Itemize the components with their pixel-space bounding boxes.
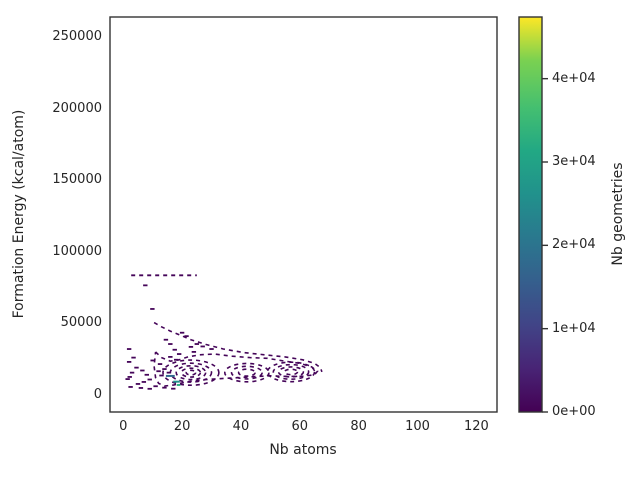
x-axis-tick-label: 100 xyxy=(405,419,430,434)
x-axis-label: Nb atoms xyxy=(269,442,337,458)
contour-ring-0-4 xyxy=(185,369,197,376)
y-axis-tick-label: 50000 xyxy=(60,315,102,331)
colorbar-gradient xyxy=(519,17,542,412)
colorbar-label: Nb geometries xyxy=(610,162,626,266)
contour-ring-1-0 xyxy=(223,362,270,383)
contour-ring-1-1 xyxy=(230,365,263,380)
axes-spines xyxy=(109,16,498,413)
contour-ring-2-2 xyxy=(277,366,305,378)
x-axis-tick-label: 20 xyxy=(173,419,191,434)
colorbar-tick-label: 2e+04 xyxy=(552,237,596,253)
y-axis-label: Formation Energy (kcal/atom) xyxy=(11,109,27,319)
y-axis-tick-label: 100000 xyxy=(52,243,102,259)
contour-ring-2-0 xyxy=(266,361,316,383)
contour-ring-0-0 xyxy=(162,359,220,387)
y-axis-tick-label: 0 xyxy=(93,386,102,402)
x-axis-tick-label: 120 xyxy=(463,419,489,434)
colorbar-tick-label: 4e+04 xyxy=(552,70,596,86)
y-axis-tick-label: 250000 xyxy=(52,29,102,45)
y-axis-tick-label: 150000 xyxy=(52,172,102,188)
colorbar-tick-label: 0e+00 xyxy=(552,404,596,419)
x-axis-tick-label: 0 xyxy=(119,419,128,434)
contour-ring-2-3 xyxy=(283,368,299,376)
colorbar-tick-label: 3e+04 xyxy=(552,154,596,169)
contour-outer-blob xyxy=(153,351,319,387)
x-axis-tick-label: 60 xyxy=(291,419,309,434)
contour-upper-boundary xyxy=(153,321,323,373)
contour-ring-0-3 xyxy=(180,367,202,378)
x-axis-tick-label: 40 xyxy=(232,419,250,434)
colorbar-tick-label: 1e+04 xyxy=(552,320,596,336)
colorbar-outline xyxy=(518,16,543,413)
contour-ring-1-2 xyxy=(237,368,256,377)
y-axis-tick-label: 200000 xyxy=(52,100,102,116)
contour-ring-2-1 xyxy=(272,363,310,381)
x-axis-tick-label: 80 xyxy=(350,419,367,434)
contour-ring-0-2 xyxy=(175,364,207,381)
